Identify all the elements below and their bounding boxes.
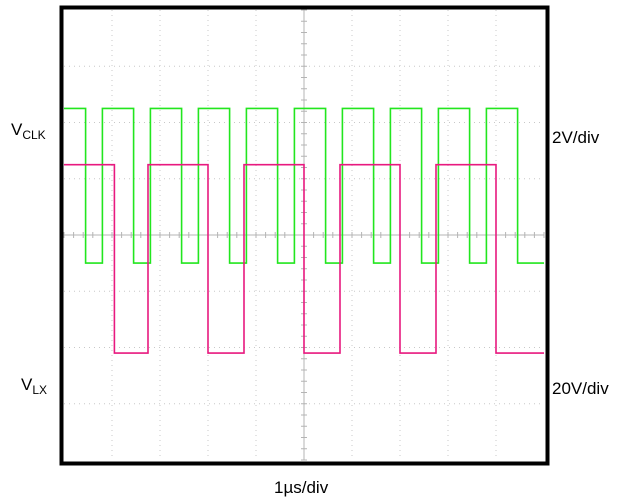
series-label-vclk: VCLK — [11, 120, 46, 142]
screen-frame — [59, 5, 550, 466]
channel2-scale-label: 20V/div — [552, 379, 609, 398]
vlx-waveform — [64, 163, 544, 354]
vclk-waveform — [64, 107, 544, 264]
series-label-vlx: VLX — [21, 375, 48, 397]
channel1-scale-label: 2V/div — [552, 128, 600, 147]
waveform-traces — [64, 107, 544, 354]
time-scale-label: 1µs/div — [274, 478, 329, 497]
